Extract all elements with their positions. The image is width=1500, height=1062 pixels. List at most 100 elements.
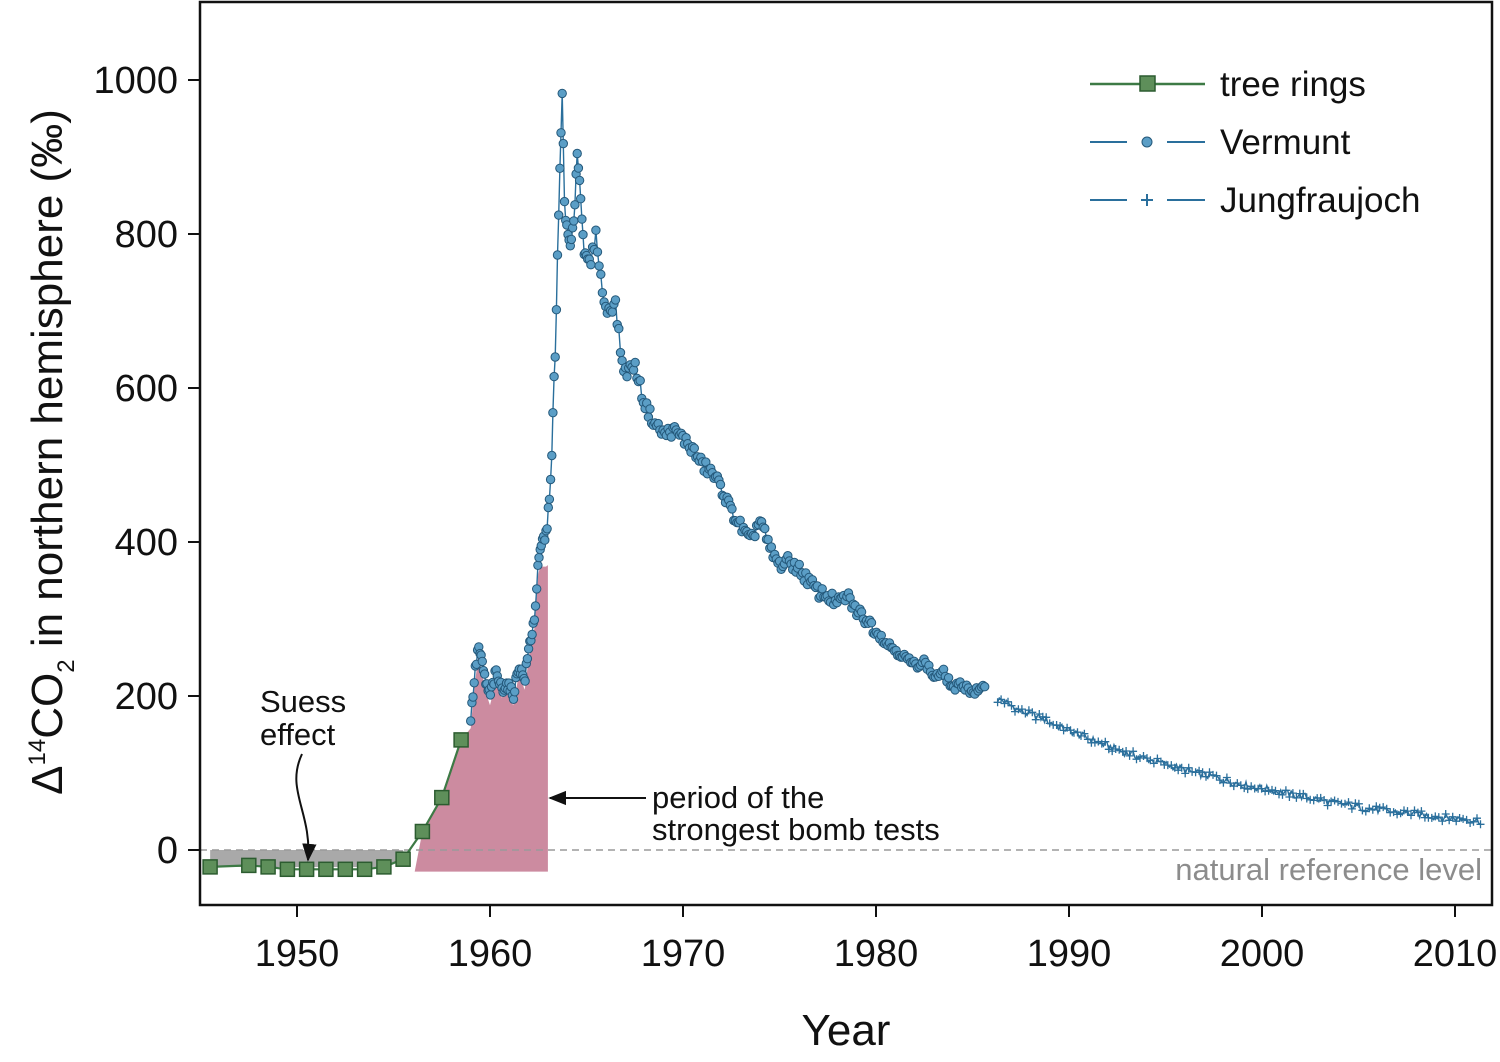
jungfraujoch-point: [1344, 798, 1353, 807]
y-tick-label: 0: [157, 830, 178, 872]
plot-frame: [198, 0, 1494, 907]
jungfraujoch-point: [1368, 805, 1377, 814]
vermunt-point: [578, 229, 588, 240]
vermunt-point: [544, 494, 555, 504]
jungfraujoch-point: [1372, 802, 1381, 811]
jungfraujoch-point: [1184, 763, 1193, 772]
jungfraujoch-point: [1358, 806, 1367, 815]
vermunt-point: [559, 196, 570, 207]
legend-entry-vermunt: Vermunt: [1090, 123, 1351, 162]
vermunt-point: [630, 357, 640, 368]
x-tick-label: 1950: [255, 933, 340, 975]
x-tick-label: 1970: [641, 933, 726, 975]
suess-effect-label-line1: Suess: [260, 684, 346, 719]
vermunt-point: [485, 690, 496, 700]
vermunt-point: [556, 128, 566, 138]
jungfraujoch-point: [1090, 738, 1099, 747]
tree-rings-point: [337, 861, 354, 878]
jungfraujoch-point: [1441, 810, 1450, 818]
jungfraujoch-point: [1045, 719, 1054, 728]
jungfraujoch-point: [1431, 812, 1440, 821]
vermunt-point: [594, 261, 604, 271]
vermunt-point: [469, 678, 479, 688]
jungfraujoch-point: [1455, 814, 1464, 822]
jungfraujoch-point: [1427, 813, 1436, 822]
jungfraujoch-point: [1393, 810, 1402, 819]
vermunt-point: [554, 210, 564, 220]
jungfraujoch-point: [1202, 772, 1210, 781]
vermunt-point: [551, 305, 562, 315]
jungfraujoch-point: [1101, 737, 1110, 746]
jungfraujoch-point: [1473, 814, 1481, 823]
jungfraujoch-point: [1299, 789, 1308, 798]
vermunt-point: [980, 682, 990, 692]
vermunt-point: [566, 234, 577, 245]
jungfraujoch-point: [1469, 817, 1478, 826]
vermunt-point: [548, 408, 558, 418]
vermunt-point: [549, 371, 559, 382]
jungfraujoch-point: [1132, 755, 1141, 764]
vermunt-point: [547, 450, 557, 461]
vermunt-point: [550, 352, 560, 362]
jungfraujoch-point: [1181, 769, 1190, 778]
vermunt-point: [468, 692, 478, 702]
x-tick-label: 2000: [1220, 933, 1305, 975]
jungfraujoch-point: [1341, 799, 1349, 808]
y-tick-label: 200: [115, 676, 178, 718]
vermunt-point: [520, 676, 530, 686]
vermunt-point: [622, 372, 632, 382]
vermunt-point: [635, 375, 645, 386]
suess-effect-label-line2: effect: [260, 717, 336, 752]
jungfraujoch-point: [1198, 768, 1207, 777]
legend-entry-jungfraujoch: Jungfraujoch: [1090, 181, 1420, 220]
jungfraujoch-point: [1004, 697, 1012, 706]
vermunt-point: [689, 443, 699, 453]
vermunt-point: [522, 654, 533, 664]
suess-effect-arrow: [295, 753, 317, 862]
vermunt-point: [545, 474, 556, 485]
jungfraujoch-point: [1122, 747, 1131, 755]
natural-reference-label: natural reference level: [1175, 852, 1482, 887]
tree-rings-point: [376, 859, 392, 875]
jungfraujoch-point: [1000, 699, 1009, 708]
tree-rings-point: [356, 861, 373, 878]
vermunt-point: [555, 163, 565, 174]
jungfraujoch-point: [1149, 759, 1158, 768]
x-axis-title: Year: [802, 1006, 891, 1055]
plot-area: [200, 88, 1492, 878]
vermunt-point: [532, 584, 542, 594]
vermunt-point: [529, 615, 540, 625]
jungfraujoch-point: [1177, 763, 1186, 772]
x-tick-label: 1960: [448, 933, 533, 975]
y-axis-title: Δ14CO2 in northern hemisphere (‰): [23, 109, 80, 795]
vermunt-point: [645, 404, 655, 414]
jungfraujoch-point: [1111, 745, 1120, 753]
vermunt-point: [614, 323, 624, 334]
vermunt-point: [558, 138, 568, 149]
tree-rings-point: [414, 823, 431, 840]
jungfraujoch-point: [1302, 794, 1311, 803]
jungfraujoch-point: [1466, 819, 1475, 827]
jungfraujoch-point: [1139, 752, 1148, 760]
y-tick-label: 600: [115, 368, 178, 410]
jungfraujoch-point: [1320, 796, 1329, 804]
x-axis-ticks: 1950 1960 1970 1980 1990 2000 2010: [255, 905, 1497, 975]
jungfraujoch-point: [1052, 721, 1061, 729]
jungfraujoch-point: [1476, 820, 1485, 829]
vermunt-point: [943, 673, 954, 683]
vermunt-point: [592, 247, 603, 257]
jungfraujoch-point: [1323, 801, 1332, 810]
jungfraujoch-line: [996, 696, 1481, 825]
vermunt-point: [628, 365, 639, 375]
jungfraujoch-point: [997, 695, 1006, 704]
jungfraujoch-point: [1327, 797, 1336, 806]
jungfraujoch-point: [1268, 785, 1276, 794]
vermunt-point: [572, 148, 582, 159]
jungfraujoch-point: [1281, 786, 1290, 795]
jungfraujoch-point: [1354, 799, 1363, 808]
jungfraujoch-point: [1292, 793, 1301, 802]
y-tick-label: 1000: [93, 60, 178, 102]
tree-rings-point: [318, 861, 334, 878]
jungfraujoch-point: [1195, 766, 1204, 775]
bomb-tests-label-line1: period of the: [652, 780, 824, 815]
